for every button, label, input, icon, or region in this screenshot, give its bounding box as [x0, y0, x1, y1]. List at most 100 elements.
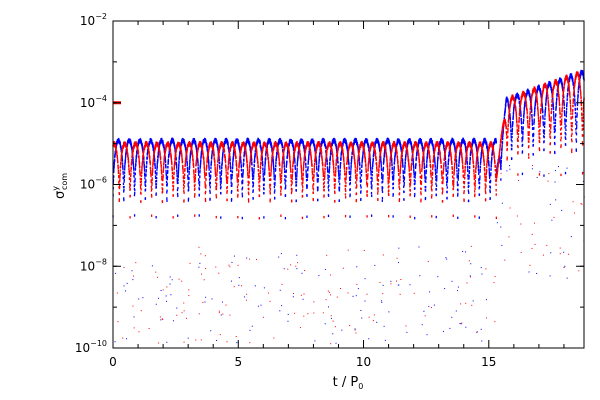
data-point	[512, 112, 515, 115]
data-point	[254, 152, 256, 156]
data-point	[317, 180, 319, 183]
data-point	[295, 189, 297, 192]
data-point	[554, 115, 557, 118]
data-point	[403, 183, 405, 187]
data-point	[113, 170, 115, 174]
data-point	[134, 183, 136, 186]
data-point	[545, 94, 548, 98]
data-point	[346, 142, 348, 146]
data-point	[384, 149, 386, 153]
data-point	[567, 92, 569, 96]
outlier-point	[151, 265, 153, 267]
data-point	[553, 115, 555, 118]
data-point	[283, 156, 285, 159]
data-point	[555, 99, 558, 102]
data-point	[287, 150, 289, 153]
data-point	[232, 162, 234, 165]
outlier-point	[531, 168, 533, 170]
data-point	[571, 76, 574, 79]
data-point	[446, 180, 449, 183]
data-point	[156, 165, 158, 169]
data-point	[389, 143, 391, 146]
data-point	[143, 160, 145, 163]
data-point	[208, 163, 210, 166]
outlier-point	[457, 286, 459, 288]
data-point	[453, 143, 456, 146]
data-point	[390, 157, 393, 161]
outlier-point	[278, 256, 280, 258]
data-point	[284, 179, 286, 182]
data-point	[542, 123, 545, 127]
outlier-point	[451, 316, 453, 318]
data-point	[198, 182, 200, 185]
outlier-point	[549, 275, 551, 277]
data-point	[392, 215, 394, 218]
data-point	[372, 164, 374, 167]
data-point	[274, 178, 276, 181]
data-point	[414, 179, 416, 183]
data-point	[392, 178, 395, 181]
data-point	[208, 174, 211, 178]
data-point	[353, 141, 355, 145]
data-point	[306, 215, 308, 218]
data-point	[378, 145, 381, 148]
data-point	[509, 121, 512, 124]
data-point	[520, 113, 522, 117]
data-point	[230, 199, 233, 202]
data-point	[152, 142, 154, 145]
data-point	[144, 177, 146, 180]
outlier-point	[469, 275, 471, 277]
data-point	[143, 167, 146, 170]
data-point	[292, 144, 294, 148]
data-point	[197, 173, 200, 176]
data-point	[382, 180, 384, 183]
data-point	[249, 143, 251, 147]
data-point	[125, 150, 128, 153]
data-point	[424, 175, 426, 178]
data-point	[248, 141, 251, 144]
data-point	[375, 141, 378, 144]
outlier-point	[445, 257, 447, 259]
data-point	[434, 162, 436, 165]
data-point	[285, 165, 288, 168]
data-point	[393, 171, 395, 174]
data-point	[321, 141, 324, 144]
outlier-point	[160, 290, 162, 292]
data-point	[532, 138, 535, 142]
data-point	[555, 107, 557, 110]
data-point	[251, 177, 254, 180]
data-point	[454, 146, 456, 149]
data-point	[130, 141, 132, 144]
data-point	[265, 154, 267, 157]
data-point	[356, 139, 358, 143]
data-point	[368, 145, 370, 149]
data-point	[574, 108, 576, 111]
data-point	[240, 161, 242, 165]
data-point	[297, 151, 300, 155]
data-point	[575, 149, 577, 152]
data-point	[241, 180, 243, 183]
data-point	[327, 214, 330, 218]
data-point	[125, 152, 127, 155]
data-point	[358, 158, 361, 161]
data-point	[359, 184, 362, 187]
data-point	[478, 193, 481, 196]
data-point	[444, 157, 447, 161]
data-point	[464, 143, 467, 147]
data-point	[274, 168, 277, 171]
outlier-point	[216, 339, 218, 341]
data-point	[357, 148, 360, 152]
outlier-point	[132, 279, 134, 281]
data-point	[550, 83, 552, 86]
data-point	[220, 169, 223, 173]
outlier-point	[176, 307, 178, 309]
data-point	[161, 137, 163, 141]
data-point	[479, 177, 481, 180]
data-point	[242, 170, 244, 174]
data-point	[316, 180, 319, 183]
data-point	[285, 169, 287, 172]
data-point	[132, 158, 134, 162]
data-point	[295, 177, 297, 181]
data-point	[155, 185, 157, 189]
data-point	[143, 161, 145, 165]
